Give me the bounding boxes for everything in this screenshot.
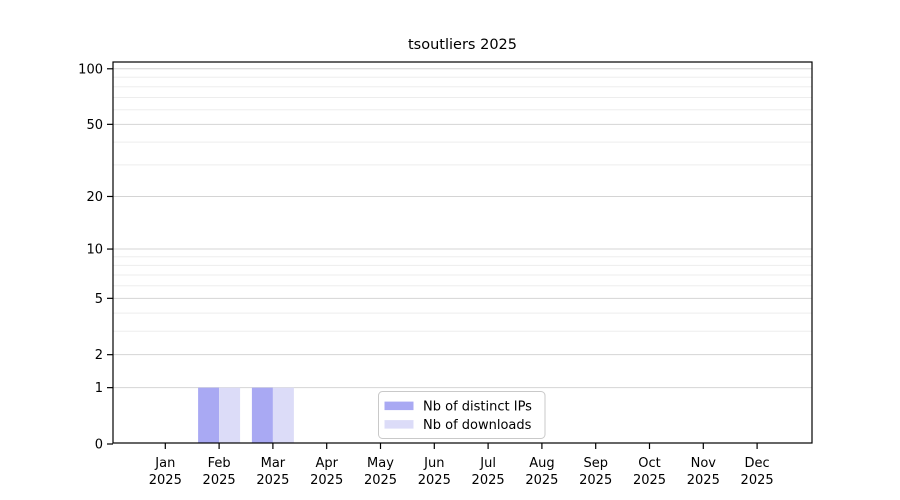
xtick-label-month-jun: Jun [423, 456, 444, 471]
ytick-label-100: 100 [78, 62, 103, 77]
chart-title: tsoutliers 2025 [408, 37, 517, 53]
legend-swatch-nb-of-downloads [384, 420, 414, 429]
legend: Nb of distinct IPs Nb of downloads [378, 391, 546, 439]
xtick-label-month-mar: Mar [261, 456, 286, 471]
xtick-label-year-nov: 2025 [687, 473, 720, 488]
bar-feb-nb-of-downloads [219, 387, 241, 443]
xtick-label-year-mar: 2025 [256, 473, 289, 488]
axes-frame [112, 61, 813, 444]
legend-swatch-nb-of-distinct-ips [384, 401, 414, 411]
ytick-label-0: 0 [95, 438, 103, 453]
bar-feb-nb-of-distinct-ips [198, 387, 220, 443]
x-axis-labels: Jan 2025 Feb 2025 Mar 2025 Apr 2025 May 2025 Jun 20… [149, 456, 774, 488]
xtick-label-year-oct: 2025 [633, 473, 666, 488]
legend-label-nb-of-distinct-ips: Nb of distinct IPs [423, 399, 532, 414]
gridlines [113, 68, 812, 389]
bar-series [198, 387, 294, 443]
ytick-label-10: 10 [86, 243, 103, 258]
xtick-label-month-feb: Feb [208, 456, 231, 471]
xtick-label-year-aug: 2025 [525, 473, 558, 488]
tick-marks [107, 68, 758, 449]
xtick-label-month-jul: Jul [479, 456, 496, 471]
xtick-label-month-jan: Jan [154, 456, 175, 471]
ytick-label-5: 5 [95, 292, 103, 307]
bar-mar-nb-of-downloads [272, 387, 294, 443]
xtick-label-month-aug: Aug [529, 456, 554, 471]
xtick-label-month-oct: Oct [638, 456, 660, 471]
ytick-label-20: 20 [86, 190, 103, 205]
xtick-label-year-sep: 2025 [579, 473, 612, 488]
legend-box [378, 391, 546, 439]
xtick-label-month-sep: Sep [583, 456, 608, 471]
xtick-label-year-dec: 2025 [741, 473, 774, 488]
xtick-label-month-apr: Apr [315, 456, 338, 471]
ytick-label-50: 50 [86, 118, 103, 133]
legend-label-nb-of-downloads: Nb of downloads [423, 418, 532, 433]
xtick-label-month-may: May [367, 456, 394, 471]
ytick-label-1: 1 [95, 381, 103, 396]
xtick-label-month-dec: Dec [745, 456, 770, 471]
xtick-label-month-nov: Nov [691, 456, 717, 471]
xtick-label-year-jan: 2025 [149, 473, 182, 488]
bar-mar-nb-of-distinct-ips [251, 387, 273, 443]
xtick-label-year-feb: 2025 [203, 473, 236, 488]
xtick-label-year-apr: 2025 [310, 473, 343, 488]
ytick-label-2: 2 [95, 348, 103, 363]
xtick-label-year-may: 2025 [364, 473, 397, 488]
xtick-label-year-jul: 2025 [472, 473, 505, 488]
xtick-label-year-jun: 2025 [418, 473, 451, 488]
y-axis-labels: 0 1 2 5 10 20 50 100 [78, 62, 103, 452]
